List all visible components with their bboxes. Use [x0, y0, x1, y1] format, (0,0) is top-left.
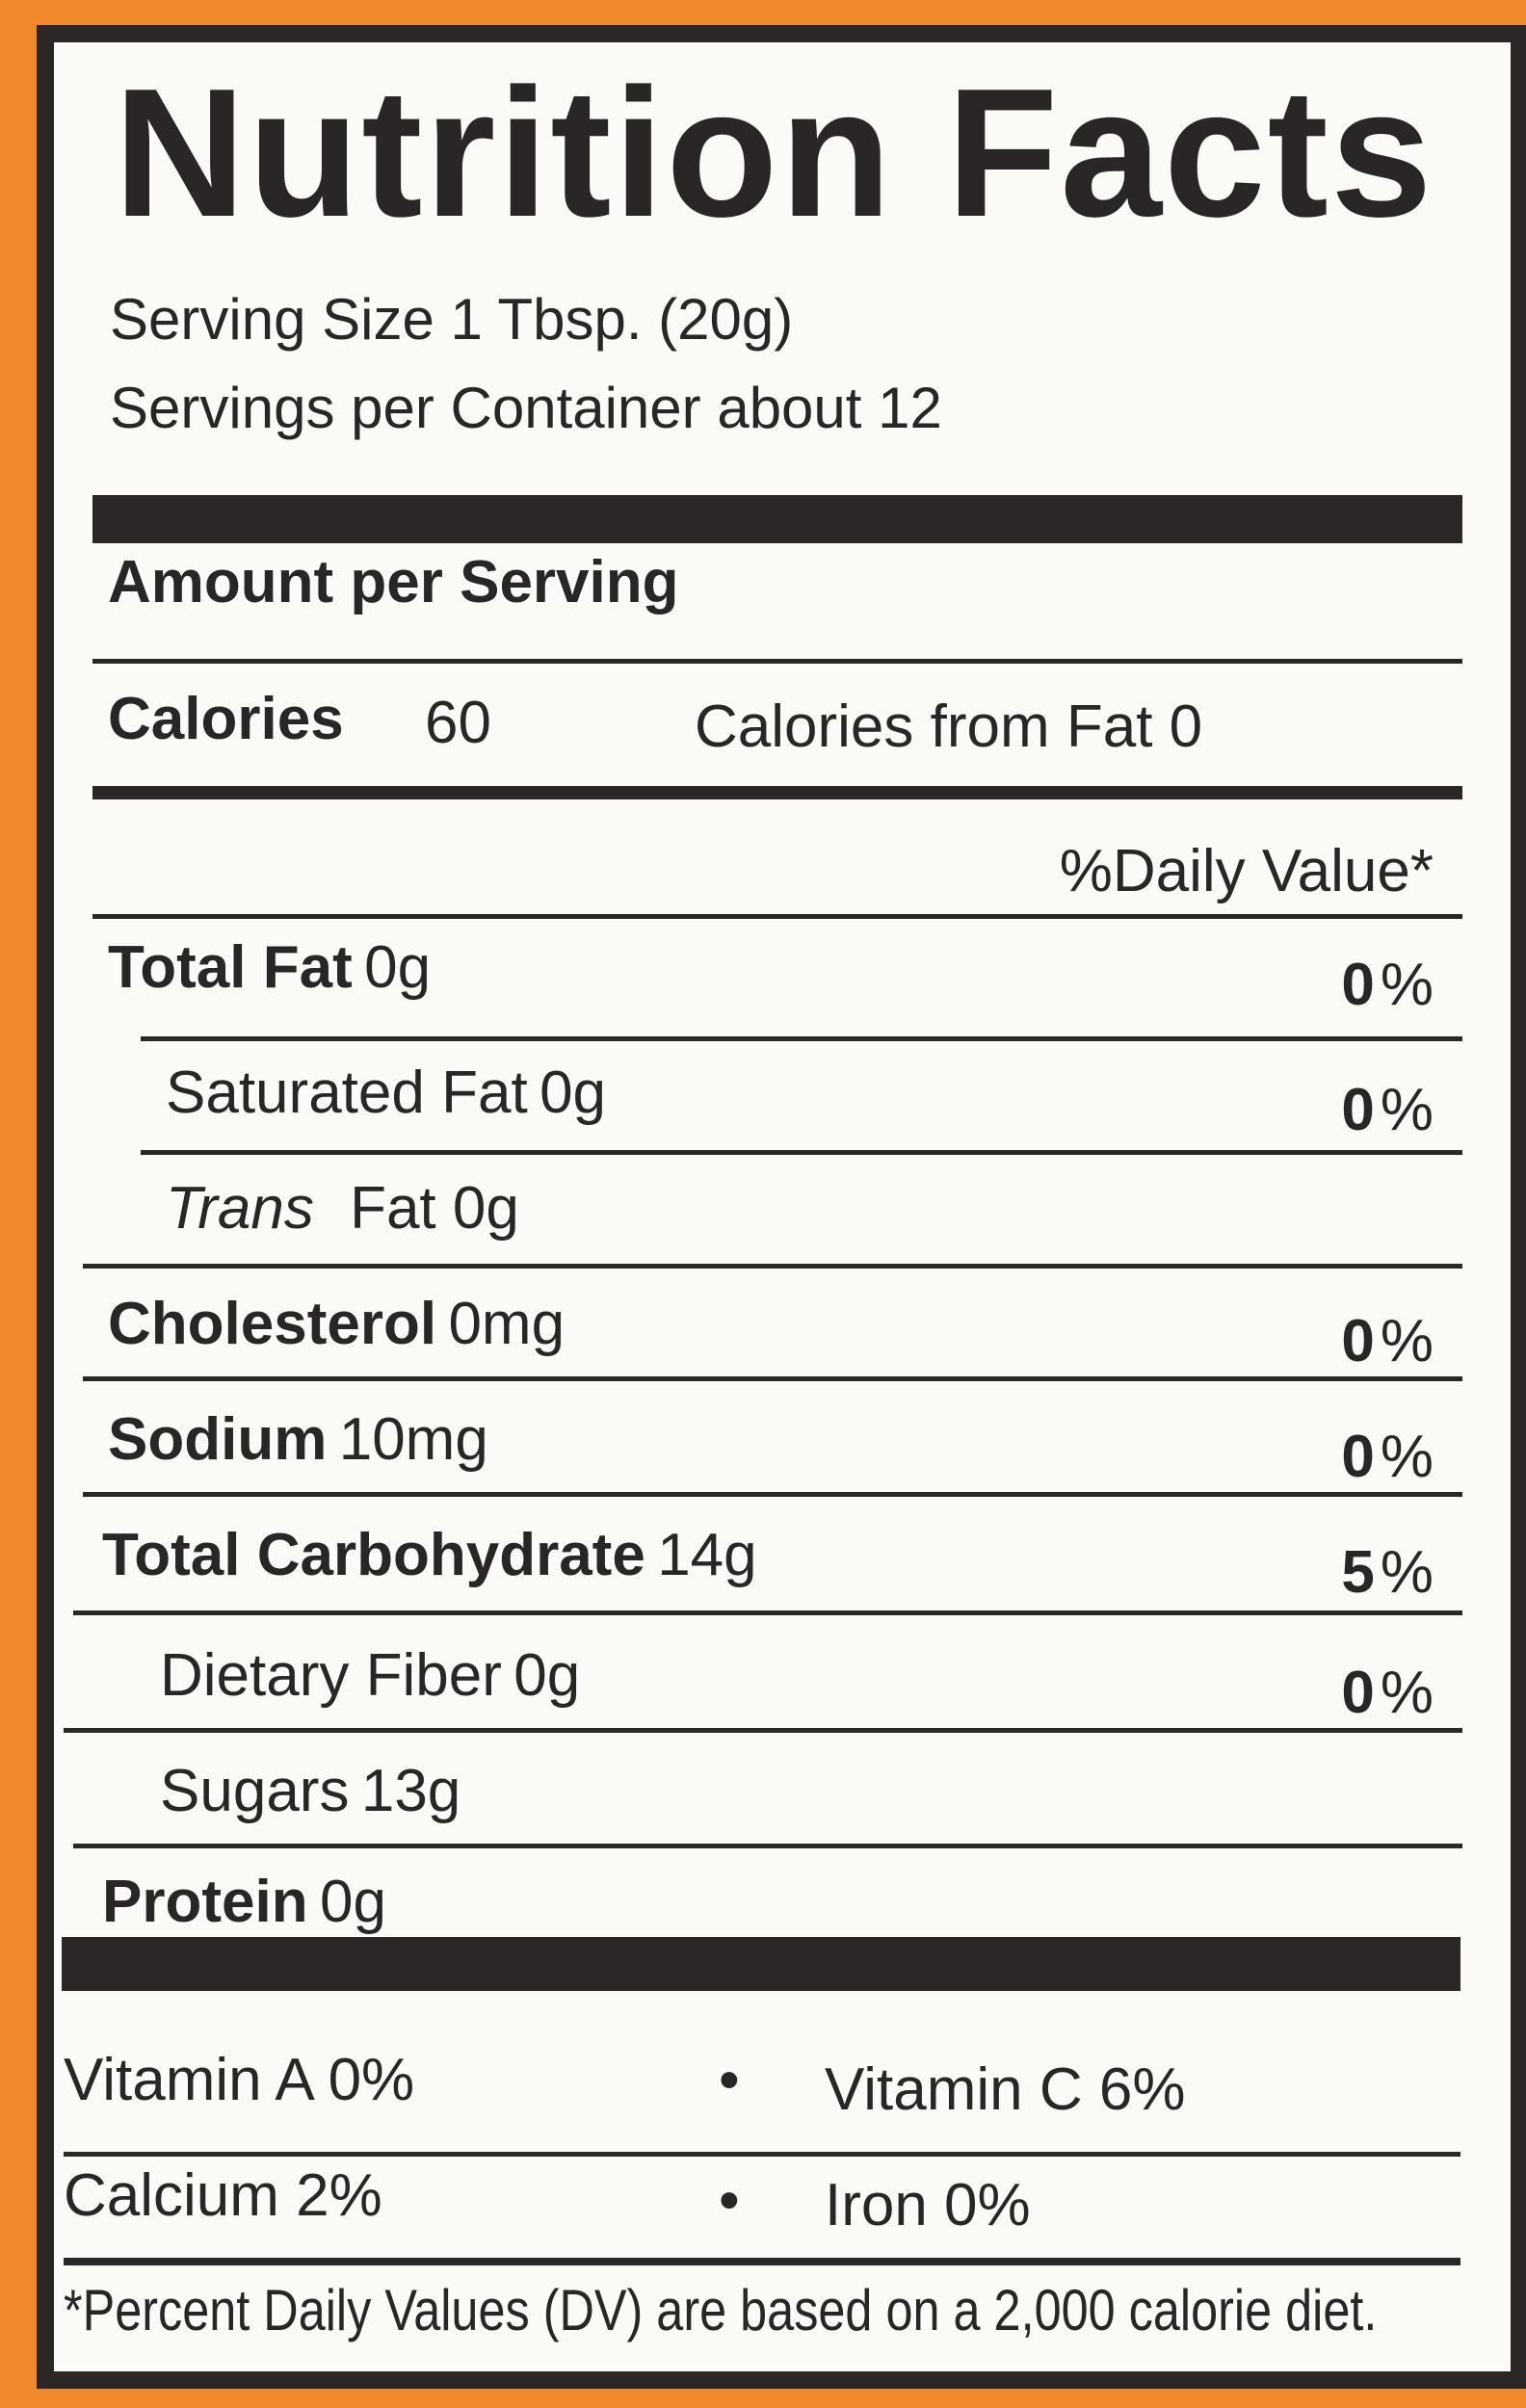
nutrient-amount: 0mg — [448, 1291, 566, 1357]
nutrient-label: Sodium 10mg — [108, 1410, 488, 1470]
nutrient-amount: 0g — [319, 1869, 386, 1935]
divider — [141, 1036, 1462, 1041]
dv-value: 5 — [1341, 1539, 1375, 1606]
vitamin-a: Vitamin A 0% — [64, 2047, 415, 2113]
amount-per-serving: Amount per Serving — [108, 549, 679, 615]
nutrient-label: Sugars 13g — [160, 1762, 460, 1821]
nutrient-name: Sugars — [160, 1758, 350, 1824]
calories-value: 60 — [425, 690, 491, 756]
divider — [83, 1492, 1462, 1497]
nutrient-name: Dietary Fiber — [160, 1642, 502, 1709]
nutrient-label: Trans Fat 0g — [166, 1179, 519, 1239]
calories-from-fat: Calories from Fat 0 — [695, 694, 1203, 760]
bullet: • — [719, 2047, 740, 2113]
nutrient-label: Dietary Fiber 0g — [160, 1646, 580, 1706]
nutrient-amount: 0g — [364, 934, 432, 1001]
calcium: Calcium 2% — [64, 2162, 382, 2229]
divider — [83, 1264, 1462, 1269]
percent-sign: % — [1380, 1424, 1434, 1490]
nutrient-label: Total Fat 0g — [108, 938, 431, 998]
daily-value-percent: 0% — [1341, 1081, 1434, 1140]
divider — [64, 2258, 1460, 2265]
nutrient-amount: 0g — [539, 1060, 607, 1126]
divider — [83, 1376, 1462, 1381]
nutrient-name: Total Carbohydrate — [102, 1522, 645, 1588]
servings-per-container: Servings per Container about 12 — [110, 376, 942, 440]
dv-value: 0 — [1341, 1660, 1375, 1726]
medium-divider — [92, 786, 1462, 799]
percent-sign: % — [1380, 1660, 1434, 1726]
percent-sign: % — [1380, 1077, 1434, 1143]
label-title: Nutrition Facts — [114, 51, 1434, 255]
nutrient-amount: Fat 0g — [350, 1175, 519, 1242]
divider — [92, 914, 1462, 919]
daily-value-percent: 0% — [1341, 1427, 1434, 1487]
nutrient-amount: 13g — [360, 1758, 461, 1824]
dv-value: 0 — [1341, 1424, 1375, 1490]
nutrient-amount: 0g — [513, 1642, 581, 1709]
percent-sign: % — [1380, 1308, 1434, 1374]
nutrient-amount: 10mg — [338, 1406, 488, 1473]
nutrient-label: Protein 0g — [102, 1872, 386, 1932]
nutrient-label: Saturated Fat 0g — [166, 1063, 606, 1123]
nutrient-amount: 14g — [657, 1522, 757, 1588]
footnote: *Percent Daily Values (DV) are based on … — [64, 2278, 1378, 2343]
nutrient-name: Protein — [102, 1869, 308, 1935]
nutrient-label: Total Carbohydrate 14g — [102, 1526, 757, 1585]
percent-sign: % — [1380, 952, 1434, 1018]
nutrient-name: Total Fat — [108, 934, 353, 1001]
daily-value-percent: 5% — [1341, 1543, 1434, 1603]
thick-divider — [92, 495, 1462, 543]
nutrient-label: Cholesterol 0mg — [108, 1295, 565, 1354]
dv-value: 0 — [1341, 1308, 1375, 1374]
divider — [73, 1610, 1462, 1615]
daily-value-header: %Daily Value* — [1059, 838, 1434, 904]
percent-sign: % — [1380, 1539, 1434, 1606]
divider — [64, 1728, 1462, 1733]
divider — [92, 659, 1462, 664]
nutrition-label: Nutrition Facts Serving Size 1 Tbsp. (20… — [37, 25, 1526, 2389]
calories-label: Calories — [108, 686, 344, 752]
divider — [64, 2152, 1460, 2157]
dv-value: 0 — [1341, 1077, 1375, 1143]
dv-value: 0 — [1341, 952, 1375, 1018]
vitamin-c: Vitamin C 6% — [825, 2056, 1186, 2123]
nutrient-name: Saturated Fat — [166, 1060, 528, 1126]
nutrient-name: Cholesterol — [108, 1291, 437, 1357]
divider — [141, 1150, 1462, 1155]
bullet: • — [719, 2167, 740, 2234]
nutrient-name: Trans — [166, 1175, 314, 1242]
iron: Iron 0% — [825, 2172, 1031, 2238]
daily-value-percent: 0% — [1341, 1312, 1434, 1372]
daily-value-percent: 0% — [1341, 955, 1434, 1015]
thick-divider — [62, 1937, 1460, 1991]
serving-size: Serving Size 1 Tbsp. (20g) — [110, 287, 794, 352]
daily-value-percent: 0% — [1341, 1663, 1434, 1723]
nutrient-name: Sodium — [108, 1406, 328, 1473]
divider — [73, 1844, 1462, 1848]
